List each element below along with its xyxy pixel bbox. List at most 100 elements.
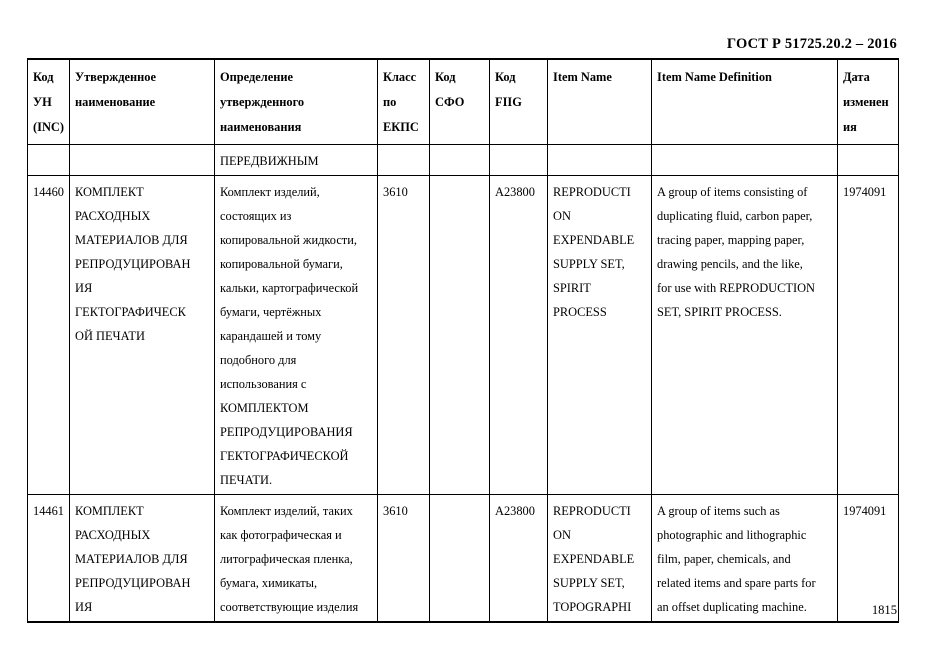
table-row-continuation: ПЕРЕДВИЖНЫМ	[27, 144, 899, 176]
cell-line: КОМПЛЕКТОМ	[220, 401, 309, 415]
cell-line: КОМПЛЕКТ	[75, 504, 144, 518]
column-header-iname: Item Name	[547, 58, 652, 145]
cell-line: ОЙ ПЕЧАТИ	[75, 329, 145, 343]
cell-line: копировальной бумаги,	[220, 257, 343, 271]
cell-line: EXPENDABLE	[553, 233, 635, 247]
column-header-name: Утвержденное наименование	[69, 58, 215, 145]
column-header-line: Item Name Definition	[657, 70, 772, 84]
table-row: 14461 КОМПЛЕКТ РАСХОДНЫХ МАТЕРИАЛОВ ДЛЯ РЕПР…	[27, 494, 899, 623]
column-header-idef: Item Name Definition	[651, 58, 838, 145]
cell-line: КОМПЛЕКТ	[75, 185, 144, 199]
cell-line: состоящих из	[220, 209, 292, 223]
cell-line: ON	[553, 209, 571, 223]
column-header-line: Item Name	[553, 70, 612, 84]
cell-ekps: 3610	[377, 494, 430, 623]
table-row: 14460 КОМПЛЕКТ РАСХОДНЫХ МАТЕРИАЛОВ ДЛЯ РЕПР…	[27, 175, 899, 495]
column-header-line: Код	[435, 70, 456, 84]
cell-line: МАТЕРИАЛОВ ДЛЯ	[75, 552, 188, 566]
cell-line: соответствующие изделия	[220, 600, 359, 614]
cell-line: Комплект изделий, таких	[220, 504, 353, 518]
column-header-def: Определение утвержденного наименования	[214, 58, 378, 145]
cell-line: duplicating fluid, carbon paper,	[657, 209, 813, 223]
cell-ekps	[377, 144, 430, 176]
cell-line: ON	[553, 528, 571, 542]
cell-fiig: A23800	[489, 175, 548, 495]
cell-line: карандашей и тому	[220, 329, 322, 343]
column-header-inc: Код УН (INC)	[27, 58, 70, 145]
cell-line: Комплект изделий,	[220, 185, 320, 199]
cell-iname	[547, 144, 652, 176]
column-header-line: УН	[33, 95, 52, 109]
cell-def: Комплект изделий, таких как фотографическ…	[214, 494, 378, 623]
cell-inc: 14461	[27, 494, 70, 623]
cell-line: РАСХОДНЫХ	[75, 528, 151, 542]
cell-iname: REPRODUCTI ON EXPENDABLE SUPPLY SET, SPIRIT P…	[547, 175, 652, 495]
cell-fiig	[489, 144, 548, 176]
cell-date: 1974091	[837, 494, 899, 623]
column-header-line: Дата	[843, 70, 870, 84]
cell-line: A23800	[495, 185, 535, 199]
cell-sfo	[429, 494, 490, 623]
column-header-line: ия	[843, 120, 857, 134]
column-header-line: утвержденного	[220, 95, 305, 109]
cell-line: ПЕЧАТИ.	[220, 473, 273, 487]
cell-line: A23800	[495, 504, 535, 518]
cell-line: REPRODUCTI	[553, 185, 631, 199]
cell-idef: A group of items consisting of duplicatin…	[651, 175, 838, 495]
cell-line: как фотографическая и	[220, 528, 342, 542]
cell-date: 1974091	[837, 175, 899, 495]
cell-line: 1974091	[843, 504, 887, 518]
cell-line: бумаги, чертёжных	[220, 305, 322, 319]
column-header-line: Код	[33, 70, 54, 84]
cell-line: литографическая пленка,	[220, 552, 353, 566]
cell-line: drawing pencils, and the like,	[657, 257, 803, 271]
column-header-line: наименование	[75, 95, 156, 109]
cell-line: кальки, картографической	[220, 281, 359, 295]
cell-line: 3610	[383, 504, 408, 518]
cell-line: SUPPLY SET,	[553, 576, 625, 590]
cell-line: SUPPLY SET,	[553, 257, 625, 271]
column-header-fiig: Код FIIG	[489, 58, 548, 145]
cell-line: EXPENDABLE	[553, 552, 635, 566]
cell-ekps: 3610	[377, 175, 430, 495]
cell-line: использования с	[220, 377, 307, 391]
cell-line: A group of items such as	[657, 504, 780, 518]
cell-line: 3610	[383, 185, 408, 199]
standard-number-header: ГОСТ Р 51725.20.2 – 2016	[726, 36, 897, 52]
cell-line: REPRODUCTI	[553, 504, 631, 518]
cell-inc	[27, 144, 70, 176]
cell-line: бумага, химикаты,	[220, 576, 318, 590]
cell-line: ПЕРЕДВИЖНЫМ	[220, 154, 319, 168]
cell-fiig: A23800	[489, 494, 548, 623]
cell-date	[837, 144, 899, 176]
cell-line: SET, SPIRIT PROCESS.	[657, 305, 782, 319]
column-header-ekps: Класс по ЕКПС	[377, 58, 430, 145]
cell-line: ИЯ	[75, 281, 93, 295]
cell-line: копировальной жидкости,	[220, 233, 357, 247]
cell-line: 14461	[33, 504, 64, 518]
cell-line: an offset duplicating machine.	[657, 600, 807, 614]
cell-line: TOPOGRAPHI	[553, 600, 632, 614]
column-header-line: Определение	[220, 70, 294, 84]
cell-def: Комплект изделий, состоящих из копировальн…	[214, 175, 378, 495]
column-header-line: Код	[495, 70, 516, 84]
cell-line: МАТЕРИАЛОВ ДЛЯ	[75, 233, 188, 247]
page-number: 1815	[871, 603, 897, 617]
cell-idef	[651, 144, 838, 176]
cell-line: photographic and lithographic	[657, 528, 807, 542]
cell-line: ГЕКТОГРАФИЧЕСКОЙ	[220, 449, 349, 463]
column-header-line: по	[383, 95, 397, 109]
column-header-line: FIIG	[495, 95, 522, 109]
cell-line: related items and spare parts for	[657, 576, 816, 590]
cell-def: ПЕРЕДВИЖНЫМ	[214, 144, 378, 176]
cell-line: for use with REPRODUCTION	[657, 281, 815, 295]
column-header-line: ЕКПС	[383, 120, 419, 134]
column-header-line: наименования	[220, 120, 302, 134]
cell-sfo	[429, 175, 490, 495]
cell-line: РЕПРОДУЦИРОВАНИЯ	[220, 425, 353, 439]
cell-name: КОМПЛЕКТ РАСХОДНЫХ МАТЕРИАЛОВ ДЛЯ РЕПРОДУЦИ…	[69, 494, 215, 623]
column-header-line: Класс	[383, 70, 417, 84]
cell-line: подобного для	[220, 353, 297, 367]
table-header-row: Код УН (INC) Утвержденное наименование Опреде…	[27, 58, 899, 145]
